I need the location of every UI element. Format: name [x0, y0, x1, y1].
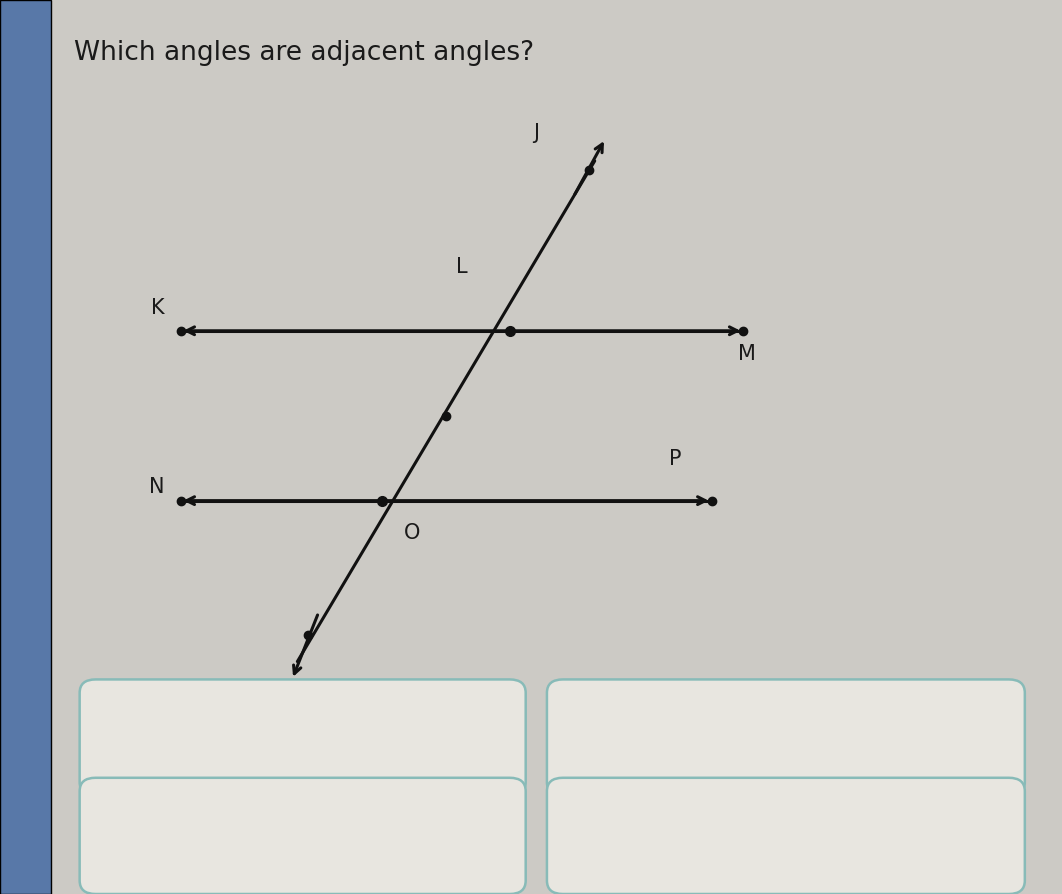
Text: L: L	[456, 257, 467, 277]
Text: P: P	[669, 450, 682, 469]
Text: N: N	[149, 477, 165, 497]
FancyBboxPatch shape	[547, 679, 1025, 796]
Text: Q: Q	[303, 684, 319, 704]
FancyBboxPatch shape	[80, 679, 526, 796]
Text: ∠NOL and ∠MLO: ∠NOL and ∠MLO	[672, 824, 900, 848]
Text: ∠NOL and ∠KLJ: ∠NOL and ∠KLJ	[198, 824, 408, 848]
Text: ∠NOL and ∠POL: ∠NOL and ∠POL	[676, 726, 895, 749]
Text: ∠NOL and ∠KLO: ∠NOL and ∠KLO	[193, 726, 412, 749]
Text: M: M	[738, 344, 756, 364]
FancyBboxPatch shape	[547, 778, 1025, 894]
FancyBboxPatch shape	[80, 778, 526, 894]
Text: K: K	[151, 299, 165, 318]
Text: O: O	[404, 523, 419, 543]
Text: J: J	[533, 123, 539, 143]
Text: Which angles are adjacent angles?: Which angles are adjacent angles?	[74, 40, 534, 66]
